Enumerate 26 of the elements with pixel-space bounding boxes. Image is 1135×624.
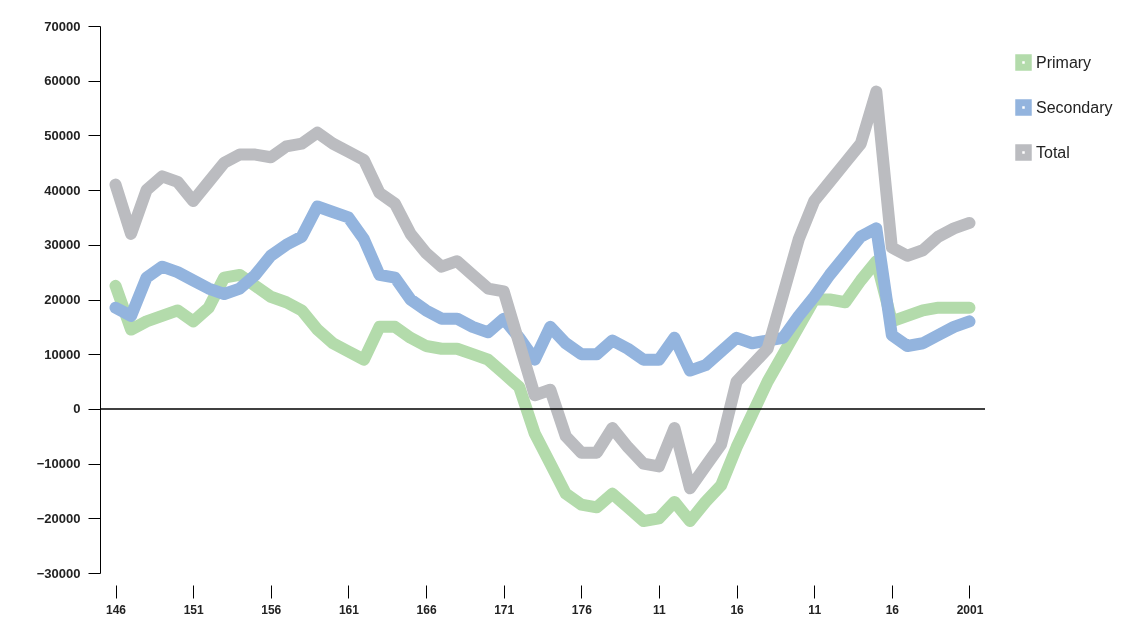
y-tick-label: 20000 (44, 292, 81, 307)
legend-label: Primary (1036, 53, 1092, 71)
y-tick-label: 50000 (44, 127, 81, 143)
x-tick-label: 16 (730, 602, 745, 617)
x-tick-label: 156 (261, 602, 282, 617)
x-tick-label: 166 (416, 602, 437, 617)
y-tick-label: 0 (73, 401, 81, 417)
legend-label: Secondary (1036, 98, 1113, 116)
x-tick-label: 146 (106, 602, 127, 617)
x-tick-label: 11 (653, 602, 667, 617)
y-tick-label: −20000 (36, 510, 81, 526)
x-tick-label: 171 (494, 602, 515, 617)
x-tick-label: 161 (338, 602, 360, 617)
y-tick-label: 60000 (44, 73, 81, 89)
y-tick-label: −10000 (36, 456, 81, 472)
x-tick-label: 11 (808, 602, 822, 617)
legend-label: Total (1036, 143, 1070, 161)
x-tick-label: 151 (183, 602, 204, 617)
x-tick-label: 2001 (956, 602, 984, 617)
y-tick-label: 30000 (44, 237, 81, 253)
x-tick-label: 176 (571, 602, 593, 617)
y-tick-label: 10000 (44, 346, 81, 362)
y-tick-label: −30000 (36, 565, 81, 581)
x-tick-label: 16 (885, 602, 900, 617)
y-tick-label: 70000 (44, 18, 81, 34)
y-tick-label: 40000 (44, 182, 81, 198)
